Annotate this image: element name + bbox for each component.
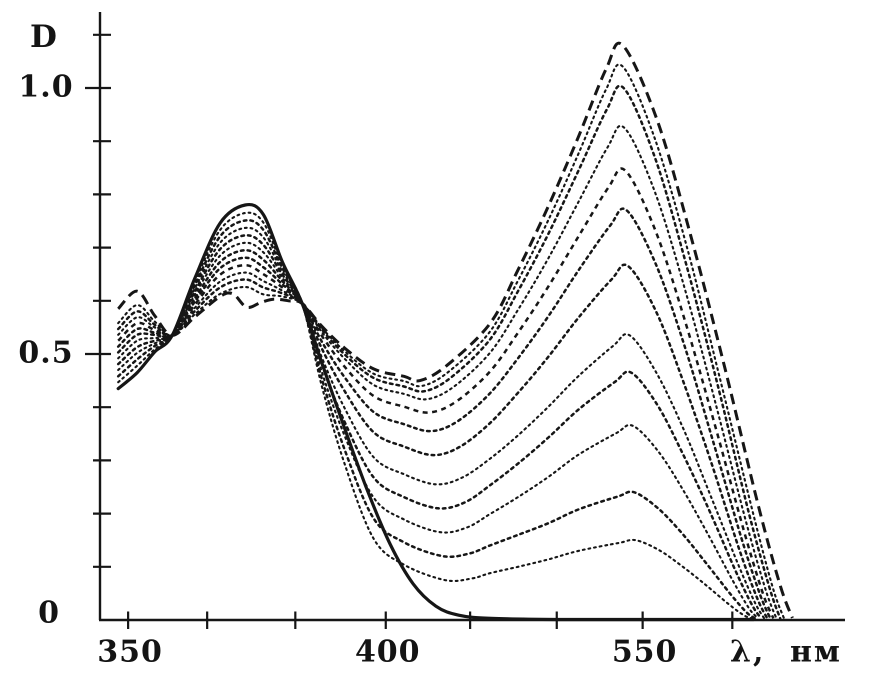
x-tick-label-400: 400	[354, 634, 421, 669]
curve-13	[117, 41, 794, 619]
curve-11	[116, 84, 782, 620]
y-axis-title: D	[30, 19, 58, 55]
curve-10	[117, 124, 778, 620]
y-tick-label-0: 0	[38, 595, 60, 631]
curve-08	[116, 207, 772, 620]
curve-06	[117, 241, 766, 620]
x-axis-title: λ, нм	[730, 634, 842, 670]
curve-04	[117, 226, 760, 620]
curve-09	[117, 167, 775, 619]
x-tick-label-550: 550	[611, 634, 678, 669]
curve-02	[117, 211, 754, 620]
x-tick-label-350: 350	[97, 634, 163, 669]
y-tick-label-0.5: 0.5	[18, 335, 74, 371]
y-tick-label-1.0: 1.0	[18, 69, 74, 105]
curve-07	[116, 249, 769, 620]
curve-03	[116, 219, 757, 620]
curve-05	[116, 234, 763, 620]
curve-12	[117, 63, 786, 620]
